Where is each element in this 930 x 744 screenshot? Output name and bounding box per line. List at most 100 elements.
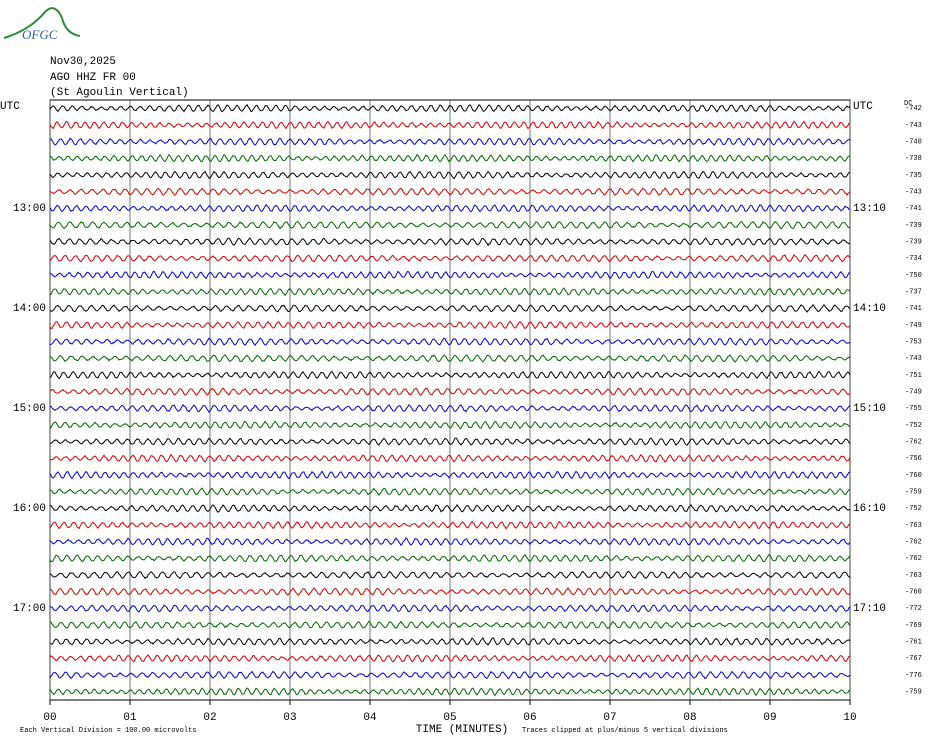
x-tick-label: 07 <box>603 712 616 724</box>
trace <box>49 220 851 230</box>
logo-text: OFGC <box>22 27 58 42</box>
trace <box>49 504 851 513</box>
row-time-label: 17:00 <box>13 603 46 615</box>
trace <box>49 553 851 563</box>
x-tick-label: 06 <box>523 712 536 724</box>
trace <box>49 303 851 313</box>
row-time-label: 14:00 <box>13 303 46 315</box>
x-tick-label: 09 <box>763 712 776 724</box>
dc-offset: -761 <box>905 639 922 647</box>
dc-offset: -751 <box>905 372 922 380</box>
trace <box>49 137 851 147</box>
dc-offset: -763 <box>905 522 922 530</box>
dc-offset: -752 <box>905 422 922 430</box>
trace <box>49 637 851 646</box>
trace <box>49 187 851 197</box>
dc-offset: -767 <box>905 655 922 663</box>
subtitle: (St Agoulin Vertical) <box>50 87 189 99</box>
trace <box>49 153 851 163</box>
dc-offset: -759 <box>905 489 922 497</box>
dc-offset: -735 <box>905 172 922 180</box>
trace <box>49 670 851 680</box>
row-time-label: 16:00 <box>13 503 46 515</box>
row-time-label: 15:00 <box>13 403 46 415</box>
x-tick-label: 02 <box>203 712 216 724</box>
dc-offset: -742 <box>905 105 922 113</box>
dc-offset: -752 <box>905 505 922 513</box>
trace <box>49 320 851 330</box>
dc-offset: -739 <box>905 222 922 230</box>
row-time-label-right: 15:10 <box>853 403 886 415</box>
dc-offset: -756 <box>905 455 922 463</box>
trace <box>49 537 851 547</box>
trace <box>49 687 851 697</box>
trace <box>49 586 851 596</box>
trace <box>49 570 851 580</box>
x-tick-label: 04 <box>363 712 377 724</box>
trace <box>49 370 851 380</box>
x-tick-label: 08 <box>683 712 696 724</box>
dc-offset: -759 <box>905 689 922 697</box>
subtitle: AGO HHZ FR 00 <box>50 72 136 84</box>
dc-offset: -760 <box>905 589 922 597</box>
trace <box>49 603 851 613</box>
dc-offset: -763 <box>905 572 922 580</box>
x-tick-label: 10 <box>843 712 856 724</box>
row-time-label-right: 13:10 <box>853 203 886 215</box>
logo-curve <box>3 7 81 39</box>
x-tick-label: 03 <box>283 712 296 724</box>
dc-offset: -738 <box>905 155 922 163</box>
dc-offset: -753 <box>905 339 922 347</box>
trace <box>49 420 851 430</box>
dc-offset: -743 <box>905 189 922 197</box>
dc-offset: -772 <box>905 605 922 613</box>
row-time-label-right: 14:10 <box>853 303 886 315</box>
trace <box>49 453 851 463</box>
dc-label: DC <box>904 100 912 108</box>
dc-offset: -769 <box>905 622 922 630</box>
row-time-label: UTC <box>0 101 20 113</box>
trace <box>49 520 851 530</box>
trace <box>49 103 851 113</box>
dc-offset: -743 <box>905 355 922 363</box>
trace <box>49 204 851 213</box>
trace <box>49 237 851 247</box>
trace <box>49 403 851 413</box>
row-time-label: 13:00 <box>13 203 46 215</box>
row-time-label-right: UTC <box>853 101 873 113</box>
x-tick-label: 01 <box>123 712 137 724</box>
trace <box>49 287 851 297</box>
row-time-label-right: 16:10 <box>853 503 886 515</box>
dc-offset: -741 <box>905 305 922 313</box>
trace <box>49 337 851 347</box>
trace <box>49 437 851 447</box>
dc-offset: -739 <box>905 239 922 247</box>
dc-offset: -734 <box>905 255 922 263</box>
dc-offset: -737 <box>905 289 922 297</box>
chart-title: Nov30,2025 <box>50 56 116 68</box>
scale-note: Each Vertical Division = 100.00 microvol… <box>20 727 196 735</box>
trace <box>49 620 851 630</box>
trace <box>49 470 851 480</box>
trace <box>49 387 851 397</box>
trace <box>49 270 851 280</box>
dc-offset: -749 <box>905 322 922 330</box>
dc-offset: -762 <box>905 539 922 547</box>
x-tick-label: 05 <box>443 712 456 724</box>
dc-offset: -743 <box>905 122 922 130</box>
dc-offset: -760 <box>905 472 922 480</box>
dc-offset: -762 <box>905 555 922 563</box>
trace <box>49 653 851 663</box>
dc-offset: -740 <box>905 139 922 147</box>
x-tick-label: 00 <box>43 712 56 724</box>
trace <box>49 253 851 263</box>
trace <box>49 170 851 180</box>
dc-offset: -749 <box>905 389 922 397</box>
x-axis-label: TIME (MINUTES) <box>416 724 508 736</box>
dc-offset: -755 <box>905 405 922 413</box>
dc-offset: -750 <box>905 272 922 280</box>
dc-offset: -776 <box>905 672 922 680</box>
trace <box>49 353 851 363</box>
trace <box>49 487 851 496</box>
